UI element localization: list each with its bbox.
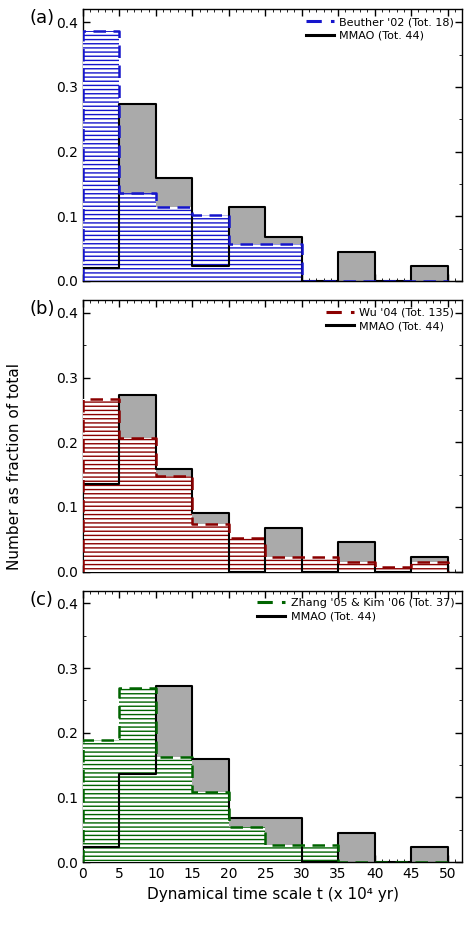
Bar (302, 557, 338, 571)
Bar (83, 399, 119, 571)
Bar (83, 847, 119, 862)
Bar (119, 438, 156, 571)
Bar (83, 32, 119, 281)
Bar (411, 562, 447, 571)
Bar (83, 268, 119, 281)
Bar (302, 844, 338, 862)
Legend: Zhang '05 & Kim '06 (Tot. 37), MMAO (Tot. 44): Zhang '05 & Kim '06 (Tot. 37), MMAO (Tot… (255, 596, 456, 624)
Bar (229, 818, 265, 862)
Text: Number as fraction of total: Number as fraction of total (7, 363, 22, 569)
Bar (83, 399, 119, 571)
Bar (265, 244, 302, 281)
Bar (192, 215, 229, 281)
Bar (302, 844, 338, 862)
Bar (156, 207, 192, 281)
Bar (156, 207, 192, 281)
Legend: Wu '04 (Tot. 135), MMAO (Tot. 44): Wu '04 (Tot. 135), MMAO (Tot. 44) (324, 306, 456, 334)
Bar (229, 538, 265, 571)
Bar (229, 207, 265, 281)
Bar (265, 557, 302, 571)
Bar (265, 844, 302, 862)
Bar (119, 104, 156, 281)
Bar (156, 758, 192, 862)
Bar (411, 562, 447, 571)
Bar (83, 32, 119, 281)
Bar (192, 215, 229, 281)
Bar (192, 513, 229, 571)
Bar (119, 774, 156, 862)
Bar (338, 252, 374, 281)
Bar (374, 567, 411, 571)
Bar (265, 237, 302, 281)
Bar (265, 244, 302, 281)
Bar (229, 828, 265, 862)
Bar (338, 833, 374, 862)
Bar (156, 686, 192, 862)
Bar (265, 844, 302, 862)
Bar (229, 828, 265, 862)
Bar (411, 266, 447, 281)
Bar (119, 438, 156, 571)
Bar (83, 740, 119, 862)
Bar (265, 557, 302, 571)
Bar (411, 847, 447, 862)
Bar (192, 524, 229, 571)
Bar (83, 484, 119, 571)
Bar (192, 792, 229, 862)
Bar (338, 562, 374, 571)
Bar (119, 193, 156, 281)
Bar (192, 524, 229, 571)
Bar (374, 567, 411, 571)
Bar (192, 792, 229, 862)
Legend: Beuther '02 (Tot. 18), MMAO (Tot. 44): Beuther '02 (Tot. 18), MMAO (Tot. 44) (304, 15, 456, 43)
Bar (192, 760, 229, 862)
Text: (a): (a) (30, 9, 55, 27)
Bar (265, 528, 302, 571)
Bar (192, 266, 229, 281)
Bar (265, 818, 302, 862)
Text: (c): (c) (30, 591, 54, 609)
Bar (229, 538, 265, 571)
Bar (156, 178, 192, 281)
Bar (229, 244, 265, 281)
Bar (119, 688, 156, 862)
Bar (338, 562, 374, 571)
Bar (156, 469, 192, 571)
Bar (156, 758, 192, 862)
Bar (119, 688, 156, 862)
Bar (338, 542, 374, 571)
Bar (302, 557, 338, 571)
Bar (411, 556, 447, 571)
Bar (83, 740, 119, 862)
Bar (156, 476, 192, 571)
Text: (b): (b) (30, 300, 55, 318)
Bar (119, 193, 156, 281)
X-axis label: Dynamical time scale t (x 10⁴ yr): Dynamical time scale t (x 10⁴ yr) (146, 886, 399, 901)
Bar (156, 476, 192, 571)
Bar (229, 244, 265, 281)
Bar (119, 395, 156, 571)
